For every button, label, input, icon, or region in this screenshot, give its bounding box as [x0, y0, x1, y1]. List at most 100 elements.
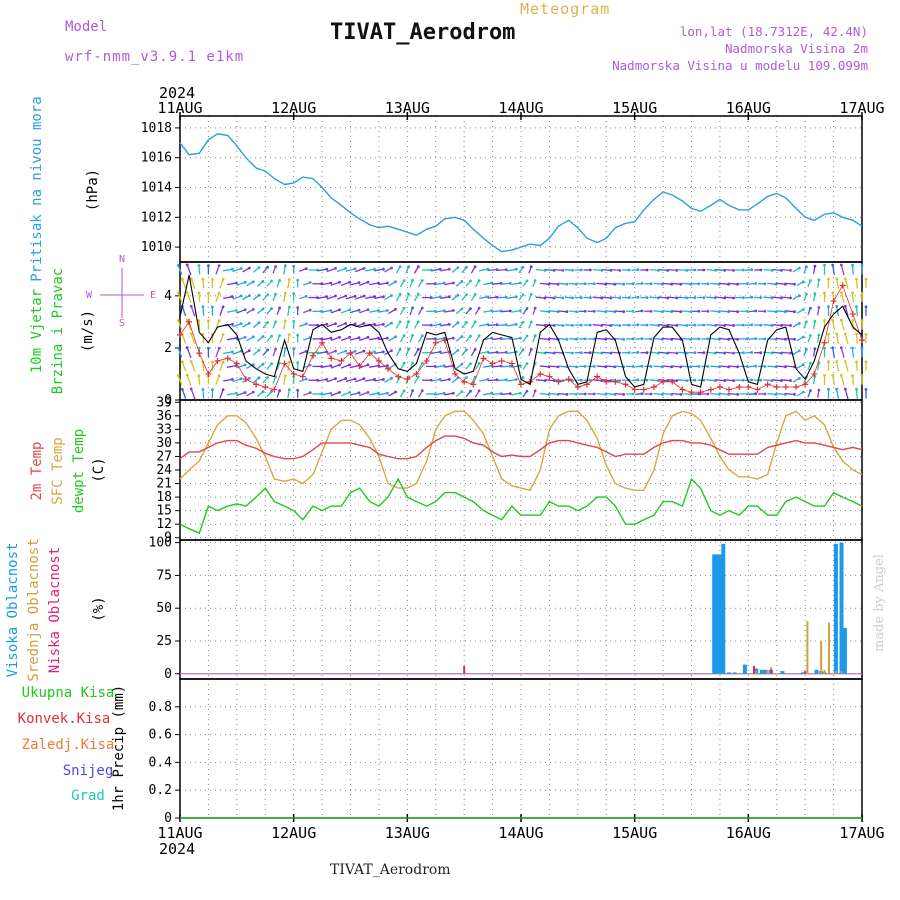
wind-arrow-head: [631, 392, 635, 396]
wind-arrow-head: [745, 337, 749, 341]
wind-arrow: [548, 282, 559, 285]
wind-arrow: [715, 296, 725, 299]
wind-arrow: [487, 324, 498, 327]
wind-arrow-head: [732, 296, 735, 300]
wind-arrow-head: [438, 378, 442, 381]
wind-arrow-head: [292, 264, 296, 268]
wind-arrow: [855, 361, 858, 372]
footer-title: TIVAT_Aerodrom: [330, 862, 451, 878]
wind-arrow-head: [402, 334, 406, 338]
wind-arrow-head: [283, 291, 287, 295]
wind-arrow-head: [407, 320, 410, 324]
wind-arrow: [326, 378, 336, 383]
wind-arrow: [219, 389, 224, 399]
wind-arrow: [832, 347, 836, 358]
wind-arrow-head: [460, 335, 464, 338]
wind-arrow-head: [839, 373, 843, 377]
wind-arrow: [440, 323, 450, 327]
wind-arrow-head: [750, 351, 754, 354]
wind-arrow: [601, 351, 611, 354]
wind-arrow-head: [702, 296, 706, 299]
wind-arrow-head: [533, 389, 537, 393]
wind-arrow: [653, 392, 663, 396]
wind-arrow: [851, 375, 854, 385]
wind-arrow-head: [789, 379, 792, 382]
wind-arrow: [198, 320, 201, 330]
wind-arrow-head: [420, 279, 424, 282]
wind-arrow-head: [529, 320, 533, 324]
wind-arrow-head: [442, 364, 446, 368]
wind-arrows: [176, 263, 868, 400]
cloud-bar: [828, 622, 830, 674]
wind-arrow-head: [390, 376, 393, 380]
wind-arrow: [605, 365, 615, 368]
wind-arrow-head: [211, 360, 214, 364]
wind-arrow: [767, 365, 777, 368]
wind-arrow-head: [465, 321, 468, 324]
wind-arrow: [358, 391, 369, 397]
wind-arrow-head: [823, 319, 826, 322]
wind-arrow: [374, 268, 384, 272]
wind-arrow-head: [813, 319, 817, 323]
wind-arrow-head: [235, 281, 238, 285]
wind-arrow: [283, 265, 286, 275]
wind-arrow: [186, 374, 192, 386]
wind-arrow: [728, 365, 738, 368]
wind-arrow-head: [189, 332, 193, 336]
wind-arrow-head: [754, 392, 758, 396]
wind-arrow: [776, 392, 786, 396]
wind-arrow-head: [362, 349, 366, 353]
wind-arrow-head: [416, 347, 420, 351]
wind-arrow-head: [460, 390, 464, 393]
wind-arrow-head: [477, 334, 481, 338]
wind-arrow: [715, 379, 725, 382]
wind-arrow: [345, 295, 356, 300]
wind-arrow-head: [442, 281, 446, 285]
wind-arrow: [340, 336, 350, 342]
wind-arrow: [358, 281, 369, 287]
compass-rose: N E S W: [86, 254, 156, 329]
wind-arrow: [558, 310, 567, 313]
wind-arrow: [283, 320, 286, 330]
wind-arrow-head: [473, 293, 477, 296]
wind-arrow-head: [759, 323, 763, 327]
wind-arrow-head: [239, 377, 243, 381]
wind-arrow: [349, 392, 360, 396]
wind-arrow-head: [338, 335, 341, 339]
wind-arrow: [491, 282, 502, 285]
wind-arrow: [653, 365, 663, 368]
wind-arrow-head: [373, 295, 376, 299]
wind-arrow: [497, 379, 507, 382]
wind-arrow: [181, 361, 187, 372]
wind-arrow: [226, 309, 237, 313]
wind-arrow-head: [211, 388, 214, 392]
wind-arrow: [232, 322, 242, 328]
wind-arrow-head: [221, 305, 225, 309]
wind-arrow-head: [465, 348, 468, 352]
wind-arrow-head: [801, 335, 805, 339]
wind-arrow: [836, 388, 840, 400]
wind-arrow: [326, 322, 336, 328]
wind-arrow-head: [706, 282, 710, 286]
wind-arrow-head: [451, 336, 455, 340]
wind-arrow: [658, 351, 668, 354]
wind-arrow-head: [831, 318, 835, 322]
wind-arrow-head: [839, 291, 843, 294]
wind-arrow: [710, 392, 720, 396]
wind-arrow: [177, 292, 183, 303]
wind-arrow: [671, 310, 681, 313]
wind-arrow-head: [533, 306, 537, 310]
wind-arrow-head: [805, 320, 808, 324]
wind-arrow-head: [201, 277, 205, 281]
wind-arrow-head: [201, 388, 205, 391]
wind-arrow: [719, 282, 729, 285]
wind-arrow-head: [640, 309, 644, 313]
wind-arrow-head: [622, 337, 626, 341]
wind-arrow-head: [649, 282, 653, 286]
cloud-bar: [742, 664, 747, 674]
wind-arrow: [681, 337, 691, 340]
wind-arrow-head: [217, 291, 221, 295]
wind-arrow-head: [627, 323, 631, 327]
wind-arrow-head: [390, 294, 393, 297]
wind-arrow-head: [514, 267, 518, 271]
